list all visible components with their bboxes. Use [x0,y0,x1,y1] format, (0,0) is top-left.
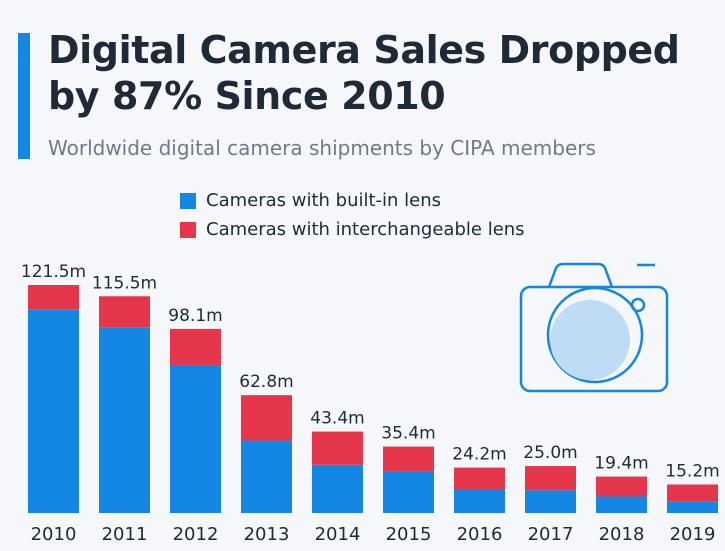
x-tick-label-2018: 2018 [599,524,645,545]
legend-item-built-in: Cameras with built-in lens [180,186,525,215]
data-label-2019: 15.2m [665,461,719,481]
data-labels-group: 121.5m 115.5m 98.1m 62.8m 43.4m 35.4m 24.2m 25.… [21,262,720,481]
chart-subtitle: Worldwide digital camera shipments by CI… [48,136,596,160]
bar-built-in-2016 [454,489,505,513]
bar-interchangeable-2013 [241,395,292,441]
x-tick-label-2010: 2010 [31,524,77,545]
bar-interchangeable-2017 [525,466,576,491]
bar-built-in-2018 [596,496,647,513]
x-tick-label-2012: 2012 [173,524,219,545]
bar-interchangeable-2018 [596,476,647,497]
data-label-2017: 25.0m [523,443,577,463]
bar-built-in-2014 [312,464,363,513]
legend-item-interchangeable: Cameras with interchangeable lens [180,215,525,244]
x-tick-label-2013: 2013 [244,524,290,545]
bar-built-in-2010 [28,309,79,513]
bar-interchangeable-2011 [99,296,150,328]
bar-built-in-2015 [383,471,434,513]
bars-group [28,285,718,513]
data-label-2016: 24.2m [452,445,506,465]
x-tick-label-2016: 2016 [457,524,503,545]
data-label-2012: 98.1m [168,306,222,326]
bar-interchangeable-2019 [667,484,718,502]
bar-built-in-2013 [241,440,292,513]
bar-interchangeable-2016 [454,467,505,490]
bar-interchangeable-2015 [383,446,434,472]
legend-swatch-built-in [180,192,196,209]
bar-interchangeable-2014 [312,431,363,465]
title-accent-bar [18,33,30,159]
data-label-2015: 35.4m [381,424,435,444]
x-tick-label-2011: 2011 [102,524,148,545]
x-tick-label-2017: 2017 [528,524,574,545]
data-label-2014: 43.4m [310,409,364,429]
bar-built-in-2017 [525,490,576,513]
chart-legend: Cameras with built-in lens Cameras with … [180,186,525,244]
data-label-2018: 19.4m [594,454,648,474]
x-tick-label-2014: 2014 [315,524,361,545]
bar-interchangeable-2012 [170,328,221,365]
x-tick-label-2015: 2015 [386,524,432,545]
camera-icon [519,262,669,393]
legend-label-built-in: Cameras with built-in lens [206,190,442,211]
x-tick-label-2019: 2019 [670,524,716,545]
data-label-2010: 121.5m [21,262,86,282]
legend-label-interchangeable: Cameras with interchangeable lens [206,219,525,240]
bar-interchangeable-2010 [28,285,79,310]
bar-built-in-2012 [170,364,221,513]
bar-built-in-2011 [99,327,150,513]
data-label-2013: 62.8m [239,372,293,392]
bar-built-in-2019 [667,501,718,513]
legend-swatch-interchangeable [180,221,196,238]
chart-title: Digital Camera Sales Dropped by 87% Sinc… [48,28,680,118]
data-label-2011: 115.5m [92,273,157,293]
x-tick-labels-group: 2010 2011 2012 2013 2014 2015 2016 2017 2018 2019 [31,524,716,545]
